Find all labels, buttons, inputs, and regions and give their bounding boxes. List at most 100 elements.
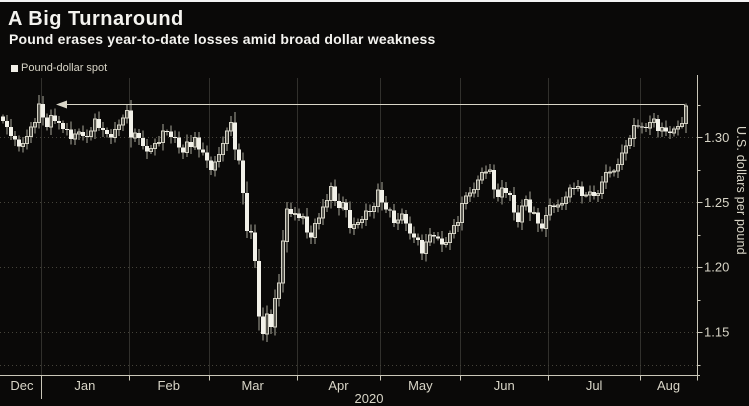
candle-wick (549, 198, 551, 221)
candle-body-down (269, 313, 273, 327)
candle-body-down (404, 213, 408, 224)
candle-body-up (301, 216, 305, 219)
candle-body-up (217, 154, 221, 163)
candle-wick (553, 203, 555, 213)
candle-body-up (153, 142, 157, 149)
candle-wick (677, 120, 679, 136)
candle-body-up (628, 138, 632, 147)
x-tick-label: Apr (328, 378, 349, 393)
candle-wick (461, 196, 463, 231)
candle-body-down (540, 223, 544, 229)
candle-wick (641, 122, 643, 134)
candle-body-up (89, 130, 93, 138)
candle-wick (401, 208, 403, 224)
x-tick-label: Jan (74, 378, 95, 393)
arrowhead-left-icon (56, 100, 67, 109)
candle-body-down (249, 230, 253, 233)
candle-body-up (313, 223, 317, 238)
candle-body-down (41, 103, 45, 118)
legend-label: Pound-dollar spot (21, 62, 108, 74)
candle-wick (118, 119, 120, 136)
candle-body-up (484, 171, 488, 174)
candle-wick (30, 122, 32, 143)
candle-body-up (460, 203, 464, 224)
candle-body-down (508, 193, 512, 196)
candle-body-up (161, 130, 165, 144)
candle-wick (633, 117, 635, 148)
year-label: 2020 (355, 391, 384, 406)
candle-body-up (660, 127, 664, 132)
x-tick-label: May (408, 378, 433, 393)
candle-body-up (376, 189, 380, 208)
candle-body-up (600, 181, 604, 194)
candle-wick (509, 190, 511, 201)
candle-wick (397, 212, 399, 230)
candle-body-down (81, 131, 85, 136)
candle-body-down (572, 187, 576, 189)
y-tick-label: 1.15 (704, 325, 729, 340)
candle-body-down (668, 131, 672, 133)
chart-title: A Big Turnaround (8, 8, 184, 30)
candle-body-down (636, 125, 640, 127)
candle-wick (433, 232, 435, 244)
candle-body-up (29, 126, 33, 138)
candle-body-up (277, 282, 281, 299)
candle-body-up (157, 142, 161, 145)
candle-body-down (9, 126, 13, 136)
candle-body-down (105, 130, 109, 135)
candle-body-down (392, 210, 396, 224)
candle-wick (621, 144, 623, 170)
candle-wick (649, 115, 651, 135)
candle-body-down (289, 208, 293, 214)
candle-body-up (21, 142, 25, 147)
candle-body-up (564, 196, 568, 205)
candle-wick (605, 164, 607, 190)
candle-body-up (149, 148, 153, 152)
candle-body-down (13, 135, 17, 140)
candle-body-down (189, 142, 193, 147)
candle-body-up (225, 130, 229, 144)
candle-wick (34, 118, 36, 134)
candle-body-down (101, 127, 105, 131)
candle-wick (278, 273, 280, 307)
candle-body-up (37, 103, 41, 123)
y-tick-label: 1.25 (704, 195, 729, 210)
candle-wick (577, 180, 579, 192)
y-axis-title: U.S. dollars per pound (734, 126, 748, 255)
candle-body-down (297, 213, 301, 218)
candle-body-up (468, 192, 472, 197)
candle-wick (126, 103, 128, 124)
candle-body-up (520, 205, 524, 223)
x-tick-label: Aug (657, 378, 680, 393)
candle-body-down (69, 129, 73, 139)
candle-body-down (201, 149, 205, 153)
candle-body-up (77, 131, 81, 135)
candle-wick (557, 199, 559, 212)
candle-body-down (197, 137, 201, 150)
candle-body-down (173, 137, 177, 139)
candle-body-down (305, 216, 309, 233)
candle-body-up (556, 204, 560, 208)
candle-body-down (57, 121, 61, 124)
candle-wick (653, 112, 655, 128)
candle-body-down (65, 128, 69, 130)
candle-body-up (25, 136, 29, 144)
candle-body-down (145, 146, 149, 152)
candle-body-up (360, 219, 364, 223)
candle-wick (314, 218, 316, 244)
candle-body-up (185, 141, 189, 153)
candle-wick (162, 124, 164, 151)
candle-body-down (253, 232, 257, 261)
candle-body-up (608, 171, 612, 174)
candle-body-down (664, 127, 668, 132)
candle-body-down (333, 186, 337, 201)
candle-body-up (464, 195, 468, 205)
candle-wick (158, 136, 160, 147)
candle-body-down (45, 117, 49, 127)
candle-body-up (317, 217, 321, 225)
candle-wick (218, 147, 220, 168)
candle-body-down (129, 110, 133, 138)
candle-wick (481, 167, 483, 184)
